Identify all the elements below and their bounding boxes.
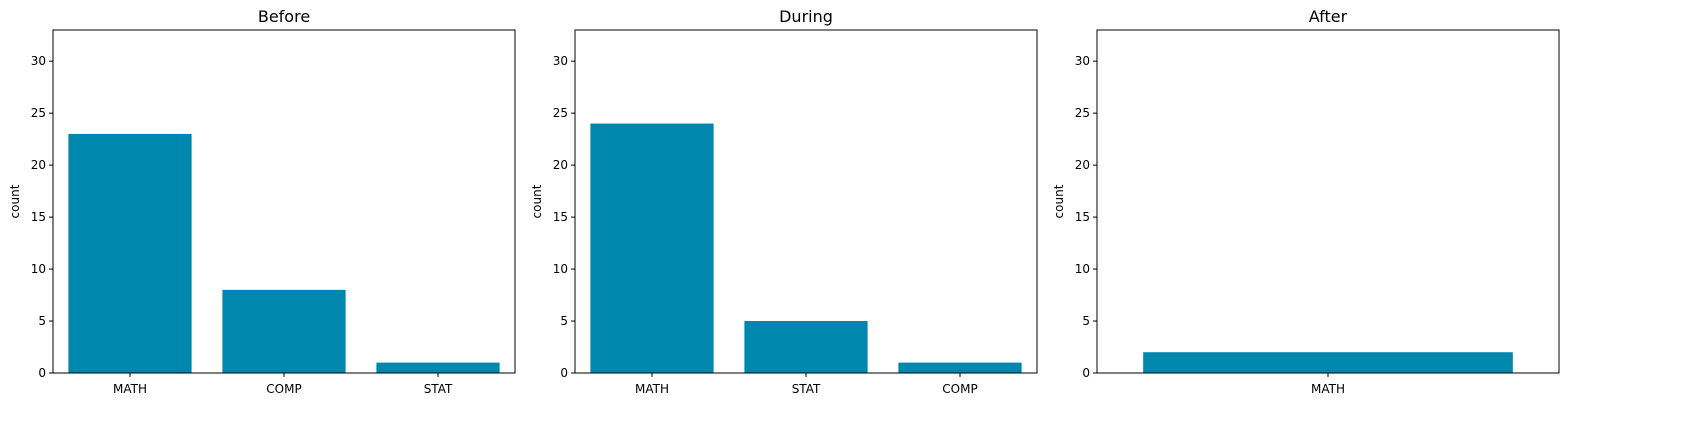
y-tick-label: 30 bbox=[1075, 54, 1090, 68]
subplot-after: After count 0 5 10 15 20 25 30 MATH bbox=[1052, 7, 1560, 396]
y-tick-label: 5 bbox=[1082, 314, 1090, 328]
y-axis-label: count bbox=[530, 184, 544, 218]
y-tick-label: 20 bbox=[1075, 158, 1090, 172]
y-tick-label: 30 bbox=[31, 54, 46, 68]
x-tick-label: COMP bbox=[266, 382, 301, 396]
plot-frame bbox=[1096, 29, 1560, 374]
y-tick-label: 0 bbox=[38, 366, 46, 380]
bar-math bbox=[68, 133, 192, 373]
bar-stat bbox=[376, 362, 500, 373]
y-tick-label: 0 bbox=[560, 366, 568, 380]
y-tick-label: 10 bbox=[553, 262, 568, 276]
y-tick-label: 15 bbox=[553, 210, 568, 224]
bar-comp bbox=[222, 289, 346, 373]
y-tick-label: 25 bbox=[31, 106, 46, 120]
y-tick-label: 20 bbox=[31, 158, 46, 172]
y-tick-label: 25 bbox=[553, 106, 568, 120]
bar-math bbox=[1143, 352, 1513, 373]
y-axis-label: count bbox=[8, 184, 22, 218]
subplot-title: Before bbox=[258, 7, 310, 26]
y-tick-label: 5 bbox=[560, 314, 568, 328]
subplot-title: During bbox=[779, 7, 833, 26]
subplot-during: During count 0 5 10 15 20 25 30 MATH STAT COMP bbox=[530, 7, 1038, 396]
y-axis-label: count bbox=[1052, 184, 1066, 218]
subplot-title: After bbox=[1309, 7, 1348, 26]
x-tick-label: STAT bbox=[792, 382, 821, 396]
y-tick-label: 30 bbox=[553, 54, 568, 68]
x-tick-label: MATH bbox=[113, 382, 147, 396]
y-tick-label: 25 bbox=[1075, 106, 1090, 120]
bar-math bbox=[590, 123, 714, 373]
bar-comp bbox=[898, 362, 1022, 373]
x-tick-label: STAT bbox=[424, 382, 453, 396]
x-tick-label: COMP bbox=[942, 382, 977, 396]
y-tick-label: 10 bbox=[31, 262, 46, 276]
y-tick-label: 0 bbox=[1082, 366, 1090, 380]
y-tick-label: 10 bbox=[1075, 262, 1090, 276]
y-tick-label: 5 bbox=[38, 314, 46, 328]
bar-stat bbox=[744, 321, 868, 373]
y-tick-label: 15 bbox=[31, 210, 46, 224]
y-tick-label: 15 bbox=[1075, 210, 1090, 224]
y-tick-label: 20 bbox=[553, 158, 568, 172]
subplot-before: Before count 0 5 10 15 20 25 30 MATH COMP STAT bbox=[8, 7, 516, 396]
x-tick-label: MATH bbox=[635, 382, 669, 396]
x-tick-label: MATH bbox=[1311, 382, 1345, 396]
